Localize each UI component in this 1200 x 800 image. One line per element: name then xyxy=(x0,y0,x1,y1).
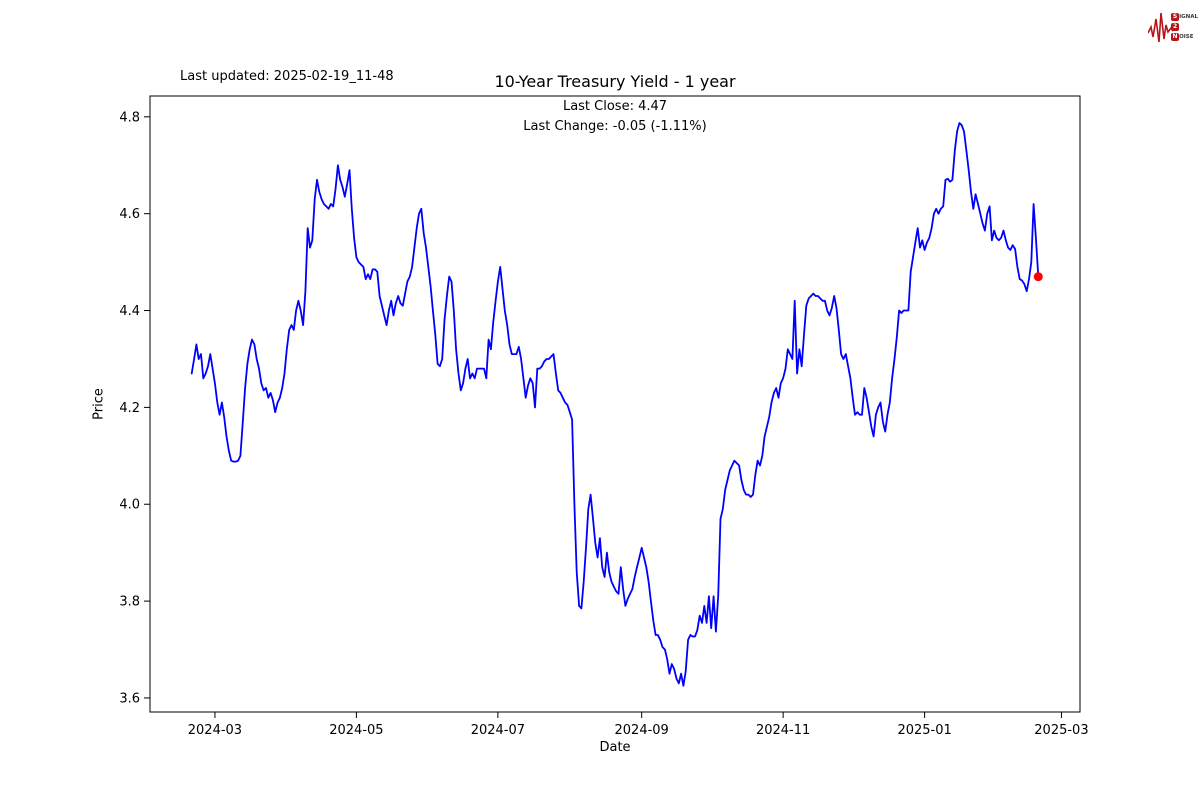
logo-letter-2-badge: 2 xyxy=(1171,23,1180,31)
y-tick-label: 4.8 xyxy=(119,110,140,125)
last-change-label: Last Change: -0.05 (-1.11%) xyxy=(523,119,707,134)
yield-line-series xyxy=(190,122,1040,687)
y-tick-label: 3.6 xyxy=(119,691,140,706)
y-tick-label: 4.6 xyxy=(119,207,140,222)
x-tick-label: 2025-03 xyxy=(1034,723,1088,738)
logo-word-noise: N OISE xyxy=(1171,33,1194,41)
y-tick-label: 4.0 xyxy=(119,498,140,513)
last-close-label: Last Close: 4.47 xyxy=(562,99,668,114)
x-tick-label: 2025-01 xyxy=(897,723,951,738)
signal2noise-logo: S IGNAL 2 N OISE xyxy=(1148,4,1198,50)
chart-title: 10-Year Treasury Yield - 1 year xyxy=(494,72,736,91)
last-updated-label: Last updated: 2025-02-19_11-48 xyxy=(180,69,394,84)
x-tick-label: 2024-11 xyxy=(756,723,810,738)
x-tick-label: 2024-09 xyxy=(615,723,669,738)
logo-letter-n-badge: N xyxy=(1171,33,1180,41)
x-tick-label: 2024-05 xyxy=(329,723,383,738)
y-tick-label: 4.2 xyxy=(119,401,140,416)
axes-frame xyxy=(149,95,1081,713)
x-tick-label: 2024-07 xyxy=(471,723,525,738)
logo-word-2: 2 xyxy=(1171,23,1198,32)
y-tick-label: 4.4 xyxy=(119,304,140,319)
last-close-marker xyxy=(1033,272,1043,282)
waveform-icon xyxy=(1148,12,1174,43)
logo-text: S IGNAL 2 N OISE xyxy=(1171,13,1198,42)
logo-letter-s-badge: S xyxy=(1171,13,1180,21)
y-tick-label: 3.8 xyxy=(119,595,140,610)
x-tick-label: 2024-03 xyxy=(188,723,242,738)
logo-word-signal: S IGNAL xyxy=(1171,13,1198,21)
x-axis-label: Date xyxy=(599,740,631,755)
